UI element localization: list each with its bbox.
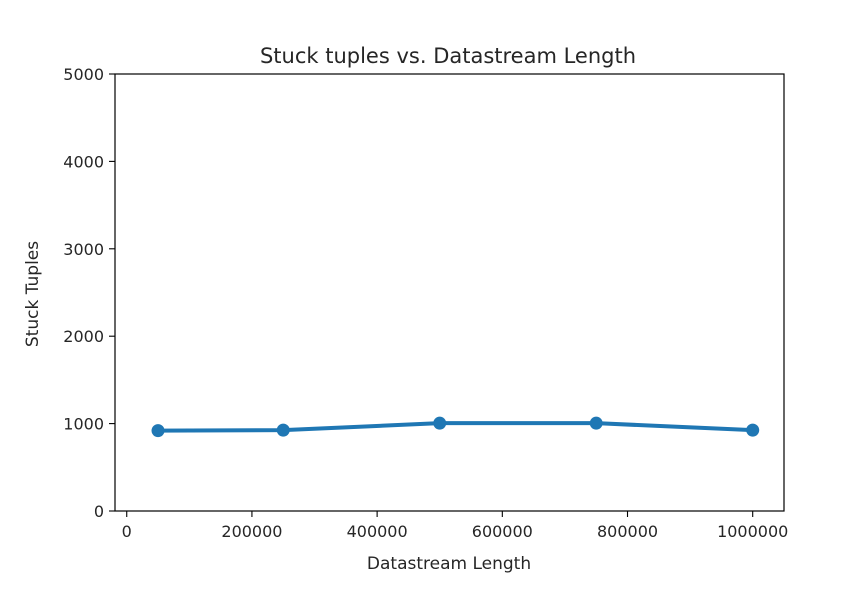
y-tick-label: 1000 [63,415,104,434]
x-tick-label: 800000 [597,522,658,541]
y-tick-label: 2000 [63,327,104,346]
y-tick-label: 0 [94,502,104,521]
data-point [746,423,760,437]
data-point [433,416,447,430]
y-tick-label: 5000 [63,65,104,84]
series-line [156,421,755,433]
x-tick-label: 0 [122,522,132,541]
data-point [151,424,165,438]
y-tick-label: 4000 [63,152,104,171]
plot-frame [114,73,785,512]
x-tick-label: 400000 [347,522,408,541]
chart-title: Stuck tuples vs. Datastream Length [260,44,636,68]
data-point [276,423,290,437]
x-tick-label: 1000000 [717,522,788,541]
x-tick-label: 200000 [221,522,282,541]
series-layer [151,416,760,438]
axis-ticks: 0 200000 400000 600000 800000 1000000 0 1000 200… [63,65,788,541]
x-tick-label: 600000 [472,522,533,541]
data-point [589,416,603,430]
x-axis-label: Datastream Length [367,554,531,574]
y-axis-label: Stuck Tuples [23,241,43,347]
y-tick-label: 3000 [63,240,104,259]
